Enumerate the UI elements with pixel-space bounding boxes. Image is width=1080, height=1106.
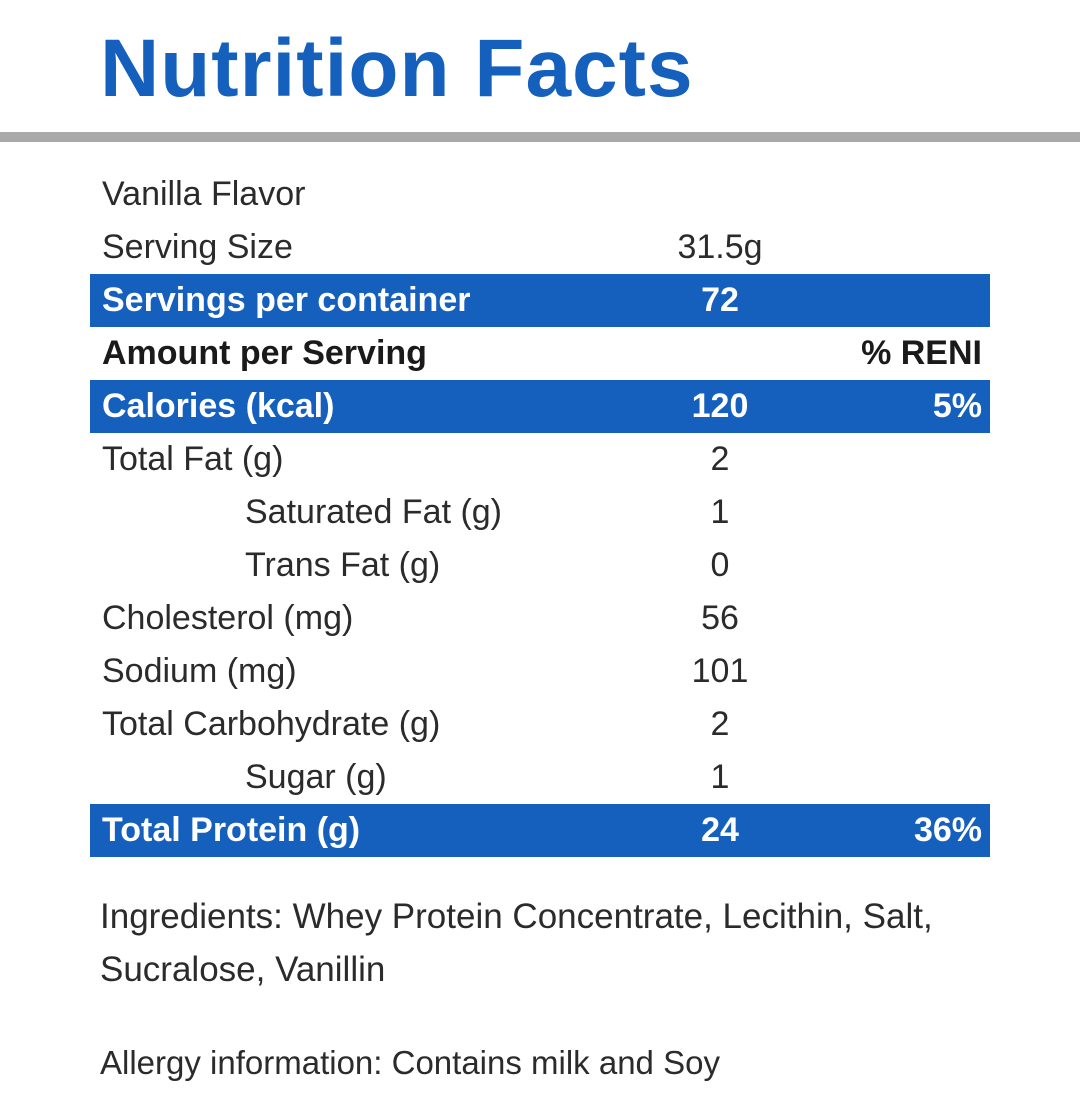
row-value: 24: [701, 811, 739, 850]
row-trans-fat: Trans Fat (g) 0: [90, 539, 990, 592]
row-label: Saturated Fat (g): [245, 493, 503, 532]
nutrition-table: Vanilla Flavor Serving Size 31.5g Servin…: [90, 168, 990, 858]
row-cholesterol: Cholesterol (mg) 56: [90, 592, 990, 645]
row-label: Sugar (g): [245, 758, 387, 797]
row-total-carbohydrate: Total Carbohydrate (g) 2: [90, 698, 990, 751]
row-total-fat: Total Fat (g) 2: [90, 433, 990, 486]
title-divider: [0, 132, 1080, 143]
nutrition-label: Nutrition Facts Vanilla Flavor Serving S…: [0, 23, 1080, 1082]
row-amount-per-serving-header: Amount per Serving % RENI: [90, 327, 990, 380]
row-value: 31.5g: [677, 228, 763, 267]
row-value: 2: [710, 705, 730, 744]
row-label: Serving Size: [102, 228, 293, 267]
row-label: Total Protein (g): [102, 811, 361, 850]
row-value: 101: [691, 652, 749, 691]
row-label: Vanilla Flavor: [102, 175, 306, 214]
row-flavor: Vanilla Flavor: [90, 168, 990, 221]
row-total-protein: Total Protein (g) 24 36%: [90, 804, 990, 858]
row-value: 56: [701, 599, 739, 638]
row-sodium: Sodium (mg) 101: [90, 645, 990, 698]
row-label: Amount per Serving: [102, 334, 427, 373]
row-value: 120: [691, 387, 749, 426]
page-title: Nutrition Facts: [100, 23, 694, 114]
row-saturated-fat: Saturated Fat (g) 1: [90, 486, 990, 539]
row-label: Total Fat (g): [102, 440, 284, 479]
row-label: Servings per container: [102, 281, 471, 320]
row-percent: % RENI: [861, 334, 982, 373]
row-label: Cholesterol (mg): [102, 599, 354, 638]
row-value: 2: [710, 440, 730, 479]
row-value: 1: [710, 493, 730, 532]
row-percent: 36%: [913, 811, 982, 850]
row-sugar: Sugar (g) 1: [90, 751, 990, 804]
ingredients-text: Ingredients: Whey Protein Concentrate, L…: [100, 897, 933, 989]
row-label: Total Carbohydrate (g): [102, 705, 441, 744]
row-value: 0: [710, 546, 730, 585]
row-value: 1: [710, 758, 730, 797]
allergy-text: Allergy information: Contains milk and S…: [100, 1044, 720, 1082]
row-value: 72: [701, 281, 739, 320]
row-servings-per-container: Servings per container 72: [90, 274, 990, 328]
row-calories: Calories (kcal) 120 5%: [90, 380, 990, 434]
row-label: Sodium (mg): [102, 652, 297, 691]
row-label: Trans Fat (g): [245, 546, 441, 585]
row-serving-size: Serving Size 31.5g: [90, 221, 990, 274]
row-percent: 5%: [932, 387, 982, 426]
row-label: Calories (kcal): [102, 387, 335, 426]
